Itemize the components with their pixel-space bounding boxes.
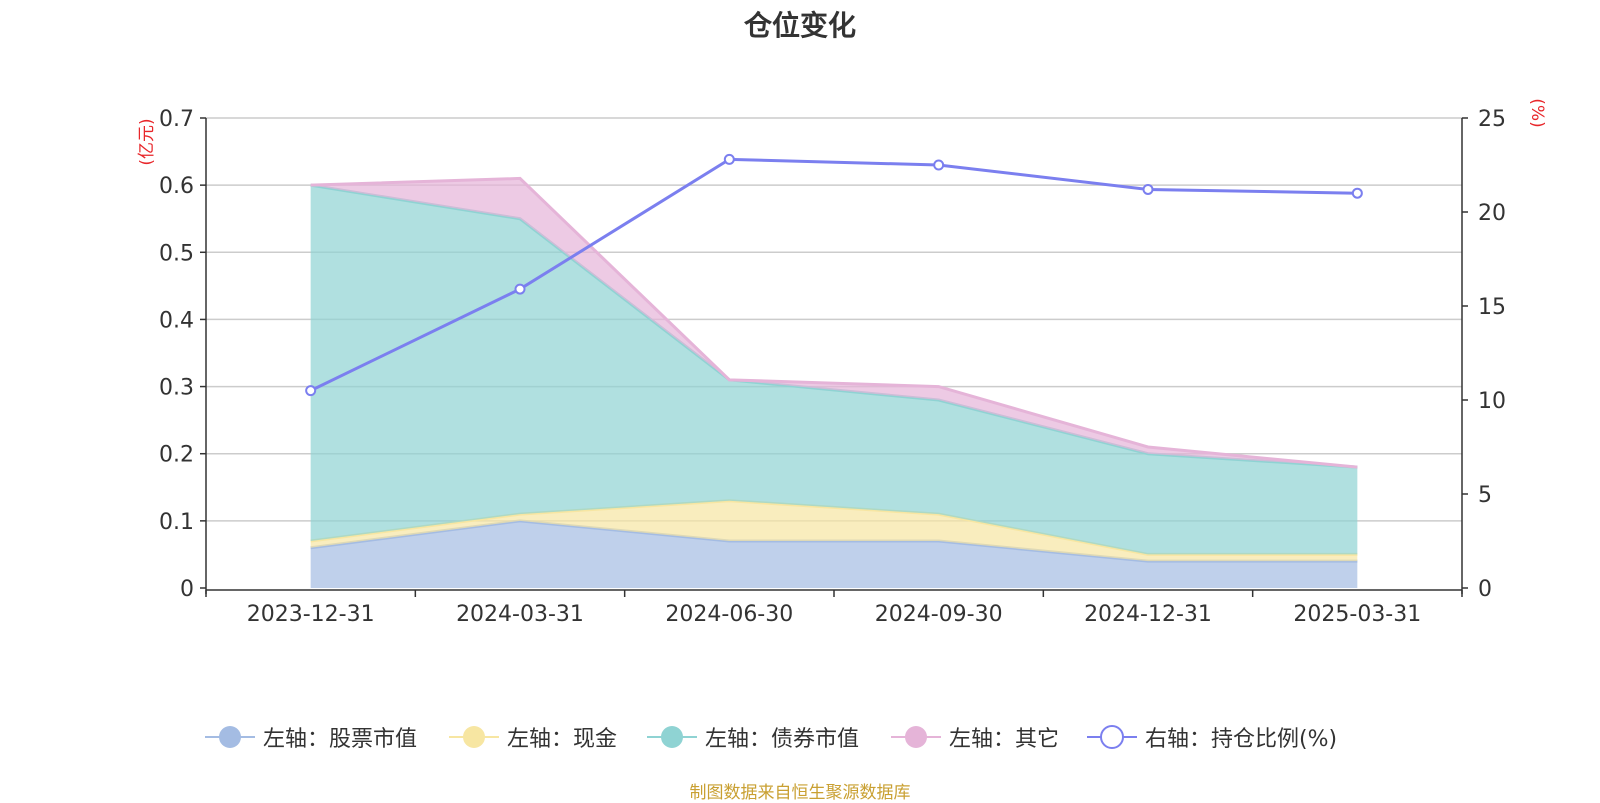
- left-tick-label: 0.5: [159, 241, 194, 266]
- right-tick-label: 20: [1478, 201, 1506, 226]
- left-axis-label: (亿元): [137, 118, 157, 165]
- x-tick-label: 2024-12-31: [1084, 602, 1212, 627]
- x-tick-label: 2024-06-30: [665, 602, 793, 627]
- right-tick-label: 25: [1478, 107, 1506, 132]
- x-tick-label: 2024-09-30: [875, 602, 1003, 627]
- right-tick-label: 15: [1478, 295, 1506, 320]
- area-edge-series-3: [310, 176, 1358, 469]
- left-tick-label: 0: [180, 577, 194, 602]
- line-point: [514, 283, 526, 295]
- left-tick-label: 0.1: [159, 510, 194, 535]
- left-tick-label: 0.2: [159, 443, 194, 468]
- x-tick-label: 2024-03-31: [456, 602, 584, 627]
- legend-item-position-ratio[interactable]: 右轴：持仓比例(%): [1087, 722, 1337, 752]
- chart-legend: 左轴：股票市值 左轴：现金 左轴：债券市值 左轴：其它 右轴：持仓比例(%): [0, 722, 1600, 752]
- right-axis-label: (%): [1527, 98, 1547, 127]
- line-point: [933, 159, 945, 171]
- line-point: [1351, 187, 1363, 199]
- legend-label-cash: 左轴：现金: [507, 727, 618, 752]
- x-tick-label: 2023-12-31: [247, 602, 375, 627]
- line-point: [1142, 183, 1154, 195]
- area-series-2: [310, 185, 1358, 555]
- chart-title: 仓位变化: [743, 9, 856, 42]
- source-note: 制图数据来自恒生聚源数据库: [689, 783, 911, 803]
- right-tick-label: 10: [1478, 389, 1506, 414]
- left-tick-label: 0.7: [159, 107, 194, 132]
- legend-item-other[interactable]: 左轴：其它: [891, 722, 1059, 752]
- left-tick-label: 0.4: [159, 308, 194, 333]
- legend-label-position-ratio: 右轴：持仓比例(%): [1145, 727, 1338, 752]
- right-tick-label: 0: [1478, 577, 1492, 602]
- legend-label-stock: 左轴：股票市值: [263, 727, 418, 752]
- legend-item-stock[interactable]: 左轴：股票市值: [205, 722, 417, 752]
- right-tick-label: 5: [1478, 483, 1492, 508]
- x-tick-label: 2025-03-31: [1293, 602, 1421, 627]
- line-point: [723, 153, 735, 165]
- line-point: [305, 385, 317, 397]
- left-tick-label: 0.3: [159, 376, 194, 401]
- legend-label-other: 左轴：其它: [949, 727, 1060, 752]
- line-series-position-ratio: [310, 157, 1358, 392]
- legend-item-cash[interactable]: 左轴：现金: [449, 722, 617, 752]
- area-series-3: [310, 178, 1358, 468]
- legend-label-bond: 左轴：债券市值: [705, 727, 860, 752]
- legend-item-bond[interactable]: 左轴：债券市值: [647, 722, 859, 752]
- left-tick-label: 0.6: [159, 174, 194, 199]
- area-series-1: [310, 500, 1358, 562]
- area-series-0: [310, 520, 1358, 588]
